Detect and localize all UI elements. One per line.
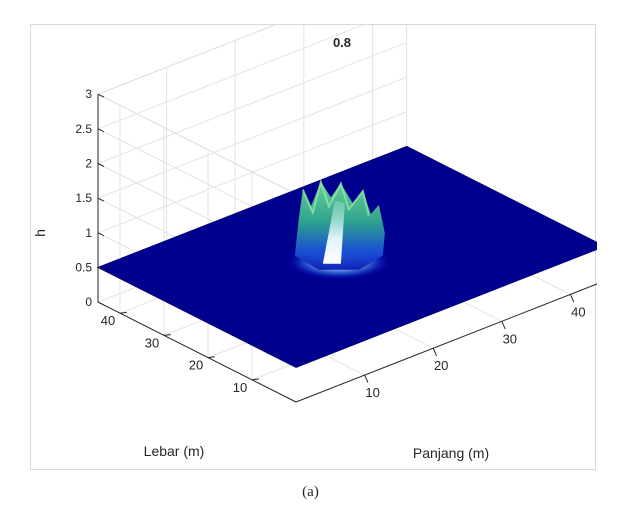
wall-grid-z — [97, 41, 407, 164]
y-tick-label: 20 — [189, 358, 203, 373]
y-tick — [163, 334, 171, 336]
y-tick — [207, 356, 215, 359]
wall-grid-z — [97, 25, 365, 130]
z-tick — [97, 267, 105, 271]
x-tick — [364, 374, 369, 383]
y-tick — [251, 378, 259, 381]
z-tick-label: 0.5 — [75, 260, 92, 274]
x-tick-label: 20 — [434, 358, 448, 373]
x-tick-label: 10 — [365, 385, 379, 400]
x-tick — [569, 294, 575, 303]
top-edge — [97, 25, 276, 95]
x-tick-label: 30 — [503, 331, 517, 346]
wall-grid-z — [97, 76, 407, 199]
x-axis-label: Panjang (m) — [413, 445, 489, 461]
mound-ridge — [301, 178, 370, 216]
z-tick-label: 1 — [85, 226, 92, 240]
y-tick — [119, 311, 127, 314]
x-tick — [432, 347, 438, 357]
z-tick — [97, 232, 105, 237]
top-edge — [97, 93, 297, 195]
z-tick-label: 0 — [85, 295, 92, 309]
z-tick — [97, 197, 105, 202]
z-axis-label: h — [32, 229, 48, 237]
surface-layer — [96, 145, 597, 368]
z-tick-label: 3 — [85, 87, 92, 101]
y-tick-label: 30 — [145, 335, 159, 350]
z-tick — [97, 128, 105, 133]
surface-plot: 10 20 30 40 10 20 30 40 0 0.5 1 1.5 2 2.5 3 0.8 Panjan… — [32, 25, 597, 461]
y-tick-label: 10 — [233, 380, 247, 395]
z-tick-label: 2 — [85, 157, 92, 171]
x-tick-label: 40 — [571, 304, 585, 319]
z-tick-label: 1.5 — [75, 191, 92, 205]
y-axis-label: Lebar (m) — [144, 443, 205, 459]
z-tick — [97, 301, 105, 306]
figure-caption: (a) — [302, 484, 319, 500]
y-tick-label: 40 — [101, 313, 115, 328]
axes-layer — [97, 93, 597, 403]
x-axis-line — [295, 283, 597, 403]
figure-frame: 10 20 30 40 10 20 30 40 0 0.5 1 1.5 2 2.5 3 0.8 Panjan… — [30, 24, 597, 470]
x-tick — [501, 321, 506, 330]
chart-title: 0.8 — [333, 35, 351, 50]
mound-highlight — [322, 200, 345, 264]
labels-layer: 10 20 30 40 10 20 30 40 0 0.5 1 1.5 2 2.5 3 — [75, 87, 585, 400]
z-tick — [97, 93, 105, 98]
wall-grid-z — [97, 25, 276, 95]
z-tick — [97, 163, 105, 167]
y-axis-line — [97, 301, 297, 403]
z-tick-label: 2.5 — [75, 122, 92, 136]
